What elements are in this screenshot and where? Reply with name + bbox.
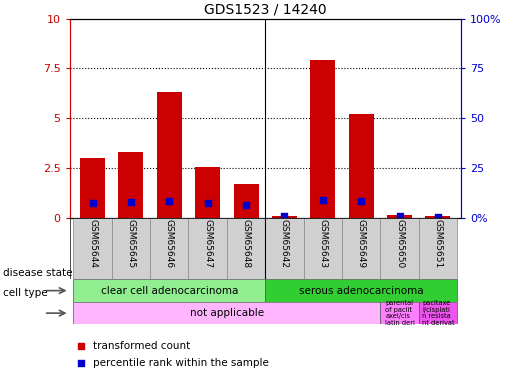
Bar: [80, 158, 105, 218]
Bar: [157, 92, 182, 218]
Text: GSM65651: GSM65651: [434, 219, 442, 268]
Point: [319, 197, 327, 203]
Text: transformed count: transformed count: [93, 341, 190, 351]
Point: [434, 214, 442, 220]
Point: [357, 198, 365, 204]
Text: disease state: disease state: [3, 268, 72, 278]
Bar: [73, 279, 265, 302]
Bar: [311, 60, 335, 217]
Text: GSM65645: GSM65645: [126, 219, 135, 268]
Bar: [118, 152, 143, 217]
Bar: [381, 302, 419, 324]
Text: GSM65646: GSM65646: [165, 219, 174, 268]
Point: [396, 213, 404, 219]
Bar: [419, 217, 457, 279]
Bar: [425, 216, 451, 217]
Title: GDS1523 / 14240: GDS1523 / 14240: [204, 2, 327, 16]
Bar: [304, 217, 342, 279]
Bar: [73, 302, 381, 324]
Bar: [73, 217, 112, 279]
Text: GSM65648: GSM65648: [242, 219, 250, 268]
Text: parental
of paclit
axel/cis
latin deri: parental of paclit axel/cis latin deri: [385, 300, 415, 326]
Bar: [227, 217, 265, 279]
Text: percentile rank within the sample: percentile rank within the sample: [93, 358, 269, 368]
Bar: [272, 216, 297, 217]
Bar: [265, 279, 457, 302]
Bar: [234, 184, 259, 218]
Point: [127, 199, 135, 205]
Bar: [349, 114, 373, 218]
Point: [89, 200, 97, 206]
Text: GSM65649: GSM65649: [357, 219, 366, 268]
Bar: [342, 217, 381, 279]
Text: GSM65644: GSM65644: [88, 219, 97, 268]
Point: [165, 198, 174, 204]
Text: GSM65650: GSM65650: [395, 219, 404, 268]
Text: serous adenocarcinoma: serous adenocarcinoma: [299, 286, 423, 296]
Bar: [381, 217, 419, 279]
Bar: [419, 302, 457, 324]
Text: GSM65643: GSM65643: [318, 219, 328, 268]
Point: [242, 202, 250, 208]
Bar: [112, 217, 150, 279]
Bar: [387, 215, 412, 217]
Bar: [195, 167, 220, 218]
Text: GSM65642: GSM65642: [280, 219, 289, 268]
Point: [280, 213, 288, 219]
Point: [77, 360, 85, 366]
Text: not applicable: not applicable: [190, 308, 264, 318]
Bar: [150, 217, 188, 279]
Bar: [265, 217, 304, 279]
Text: clear cell adenocarcinoma: clear cell adenocarcinoma: [100, 286, 238, 296]
Text: GSM65647: GSM65647: [203, 219, 212, 268]
Point: [77, 343, 85, 349]
Point: [203, 200, 212, 206]
Bar: [188, 217, 227, 279]
Text: pacltaxe
l/cisplati
n resista
nt derivat: pacltaxe l/cisplati n resista nt derivat: [422, 300, 455, 326]
Text: cell type: cell type: [3, 288, 47, 298]
